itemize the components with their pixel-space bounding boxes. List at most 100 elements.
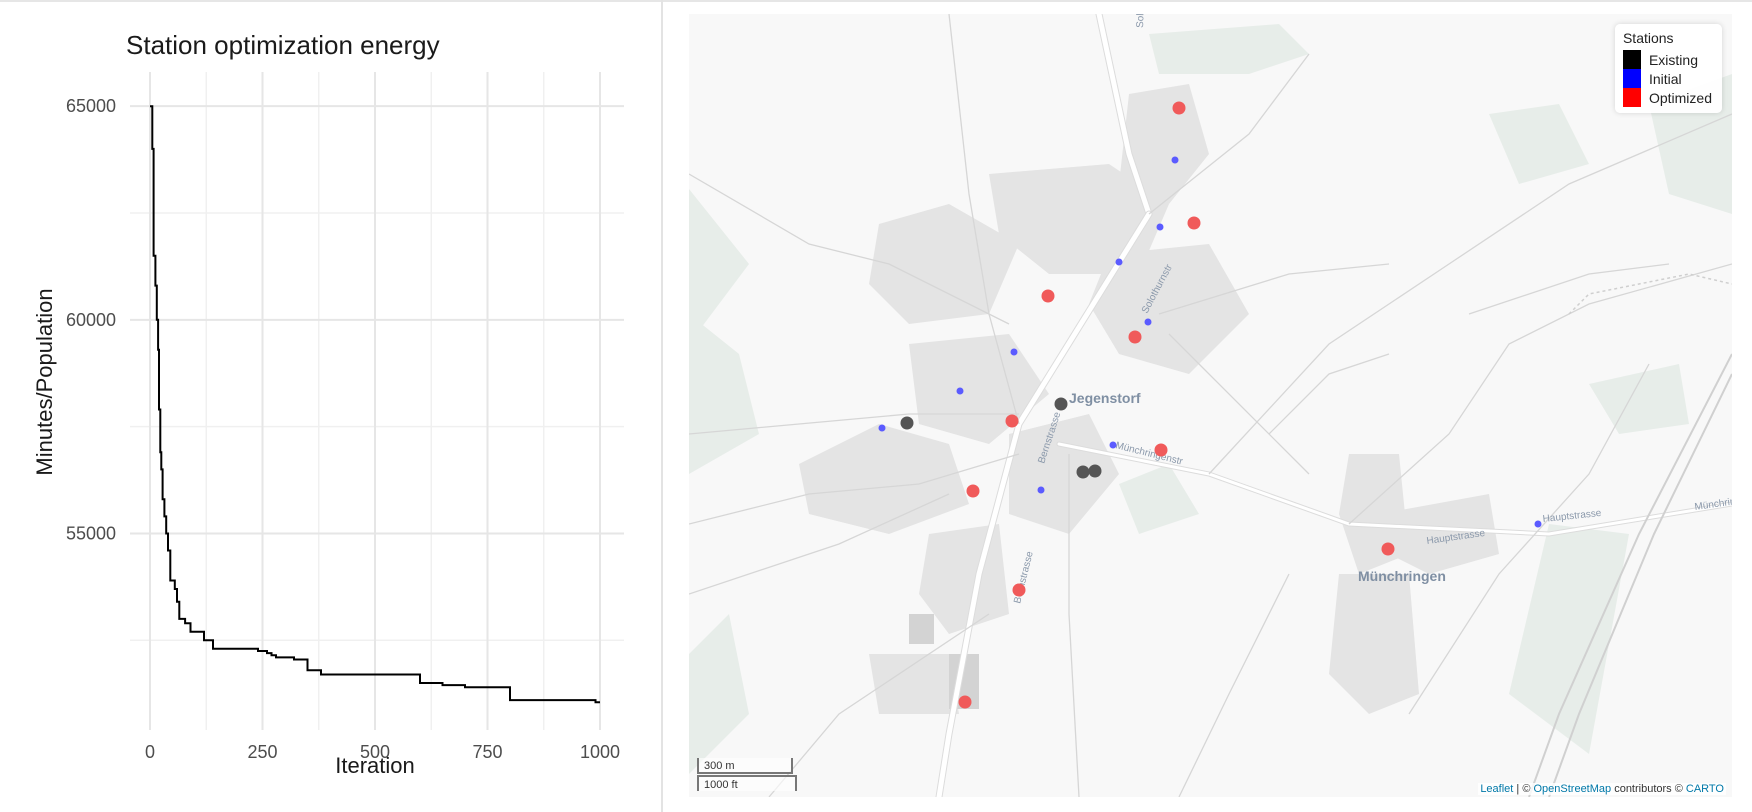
optimized-station-marker[interactable] bbox=[1128, 330, 1142, 344]
boundary-line bbox=[1568, 273, 1732, 315]
legend-item-existing: Existing bbox=[1622, 50, 1712, 69]
initial-station-marker[interactable] bbox=[956, 387, 964, 395]
energy-series-line bbox=[150, 105, 600, 704]
x-tick-label: 250 bbox=[247, 742, 277, 762]
legend-title: Stations bbox=[1622, 30, 1674, 46]
building-cluster bbox=[1329, 574, 1419, 714]
railway bbox=[1548, 373, 1732, 797]
attribution-contributors: contributors © bbox=[1611, 783, 1686, 795]
optimized-station-marker[interactable] bbox=[966, 484, 980, 498]
street-label-bernstrasse: Bernstrasse bbox=[1012, 550, 1036, 605]
x-axis-label: Iteration bbox=[335, 753, 415, 778]
green-area bbox=[1589, 364, 1689, 434]
minor-road bbox=[948, 14, 1020, 425]
optimized-station-marker[interactable] bbox=[1381, 542, 1395, 556]
building-cluster bbox=[1379, 494, 1499, 574]
leaflet-link[interactable]: Leaflet bbox=[1480, 783, 1514, 795]
road-solothurnstr bbox=[1096, 14, 1152, 217]
green-area bbox=[1489, 104, 1589, 184]
minor-road bbox=[1468, 263, 1670, 315]
building-cluster bbox=[869, 204, 1019, 324]
legend-item-initial: Initial bbox=[1622, 69, 1712, 88]
road-bernstrasse bbox=[936, 211, 1152, 797]
map-attribution: Leaflet | © OpenStreetMap contributors ©… bbox=[1478, 783, 1726, 795]
minor-road bbox=[689, 493, 950, 595]
minor-road bbox=[1168, 333, 1310, 475]
optimized-station-marker[interactable] bbox=[1187, 216, 1201, 230]
legend-label: Initial bbox=[1648, 70, 1682, 87]
initial-station-marker[interactable] bbox=[1115, 258, 1123, 266]
existing-stations-layer bbox=[900, 397, 1102, 479]
existing-station-marker[interactable] bbox=[1054, 397, 1068, 411]
optimized-station-marker[interactable] bbox=[1154, 443, 1168, 457]
x-tick-label: 1000 bbox=[580, 742, 620, 762]
minor-road bbox=[689, 413, 1019, 435]
industrial-building bbox=[909, 614, 934, 644]
minor-road bbox=[1178, 573, 1290, 797]
green-area bbox=[1509, 524, 1629, 754]
building-cluster bbox=[1119, 84, 1209, 204]
energy-chart: Station optimization energy 0 250 500 750 10… bbox=[32, 30, 624, 778]
building-cluster bbox=[1089, 244, 1249, 374]
optimized-station-marker[interactable] bbox=[1005, 414, 1019, 428]
building-cluster bbox=[869, 654, 959, 714]
green-area bbox=[689, 614, 749, 774]
minor-road bbox=[1068, 454, 1080, 797]
carto-link[interactable]: CARTO bbox=[1685, 783, 1724, 795]
green-area bbox=[1149, 24, 1309, 74]
chart-ticks: 0 250 500 750 1000 55000 60000 65000 bbox=[66, 96, 620, 762]
y-axis-label: Minutes/Population bbox=[32, 288, 57, 475]
initial-station-marker[interactable] bbox=[1144, 318, 1152, 326]
initial-station-marker[interactable] bbox=[1156, 223, 1164, 231]
initial-stations-layer bbox=[878, 156, 1542, 528]
existing-station-marker[interactable] bbox=[1088, 464, 1102, 478]
building-cluster bbox=[909, 334, 1049, 444]
map-tiles[interactable]: Jegenstorf Münchringen Bernstrasse Berns… bbox=[689, 14, 1732, 797]
optimized-stations-layer bbox=[958, 101, 1395, 709]
minor-road bbox=[1148, 53, 1310, 215]
place-label-muenchringen: Münchringen bbox=[1358, 568, 1446, 584]
map-legend: Stations Existing Initial Optimized bbox=[1614, 24, 1722, 113]
minor-road bbox=[1208, 113, 1732, 475]
initial-station-marker[interactable] bbox=[1171, 156, 1179, 164]
chart-title: Station optimization energy bbox=[126, 30, 440, 60]
legend-item-optimized: Optimized bbox=[1622, 88, 1712, 107]
green-area bbox=[1119, 464, 1199, 534]
building-cluster bbox=[799, 424, 969, 534]
initial-station-marker[interactable] bbox=[1534, 520, 1542, 528]
legend-label: Existing bbox=[1648, 51, 1698, 68]
legend-label: Optimized bbox=[1648, 89, 1712, 106]
minor-road bbox=[1408, 363, 1650, 715]
x-tick-label: 0 bbox=[145, 742, 155, 762]
chart-grid bbox=[130, 72, 624, 730]
y-tick-label: 65000 bbox=[66, 96, 116, 116]
minor-road bbox=[689, 453, 1020, 525]
y-tick-label: 60000 bbox=[66, 310, 116, 330]
optimized-station-marker[interactable] bbox=[1041, 289, 1055, 303]
existing-station-marker[interactable] bbox=[900, 416, 914, 430]
scale-metric: 300 m bbox=[697, 758, 793, 774]
place-label-jegenstorf: Jegenstorf bbox=[1069, 390, 1141, 406]
minor-road bbox=[689, 173, 1010, 325]
building-cluster bbox=[1009, 414, 1119, 534]
street-label-solothurnstr: Solothurnstr bbox=[1135, 14, 1148, 28]
attribution-separator: | © bbox=[1513, 783, 1534, 795]
optimized-station-marker[interactable] bbox=[958, 695, 972, 709]
street-label-hauptstrasse: Hauptstrasse bbox=[1542, 508, 1602, 525]
initial-station-marker[interactable] bbox=[1010, 348, 1018, 356]
x-tick-label: 750 bbox=[472, 742, 502, 762]
street-label-muenchringenstr: Münchringenstr bbox=[1694, 492, 1732, 513]
minor-road bbox=[1348, 263, 1732, 525]
initial-station-marker[interactable] bbox=[1037, 486, 1045, 494]
legend-swatch-existing bbox=[1622, 50, 1641, 69]
existing-station-marker[interactable] bbox=[1076, 465, 1090, 479]
initial-station-marker[interactable] bbox=[1109, 441, 1117, 449]
optimized-station-marker[interactable] bbox=[1012, 583, 1026, 597]
minor-road bbox=[1158, 263, 1390, 315]
optimized-station-marker[interactable] bbox=[1172, 101, 1186, 115]
green-area bbox=[689, 189, 749, 344]
station-map[interactable]: Jegenstorf Münchringen Bernstrasse Berns… bbox=[689, 14, 1732, 797]
openstreetmap-link[interactable]: OpenStreetMap bbox=[1533, 783, 1612, 795]
initial-station-marker[interactable] bbox=[878, 424, 886, 432]
railway bbox=[1528, 353, 1732, 797]
